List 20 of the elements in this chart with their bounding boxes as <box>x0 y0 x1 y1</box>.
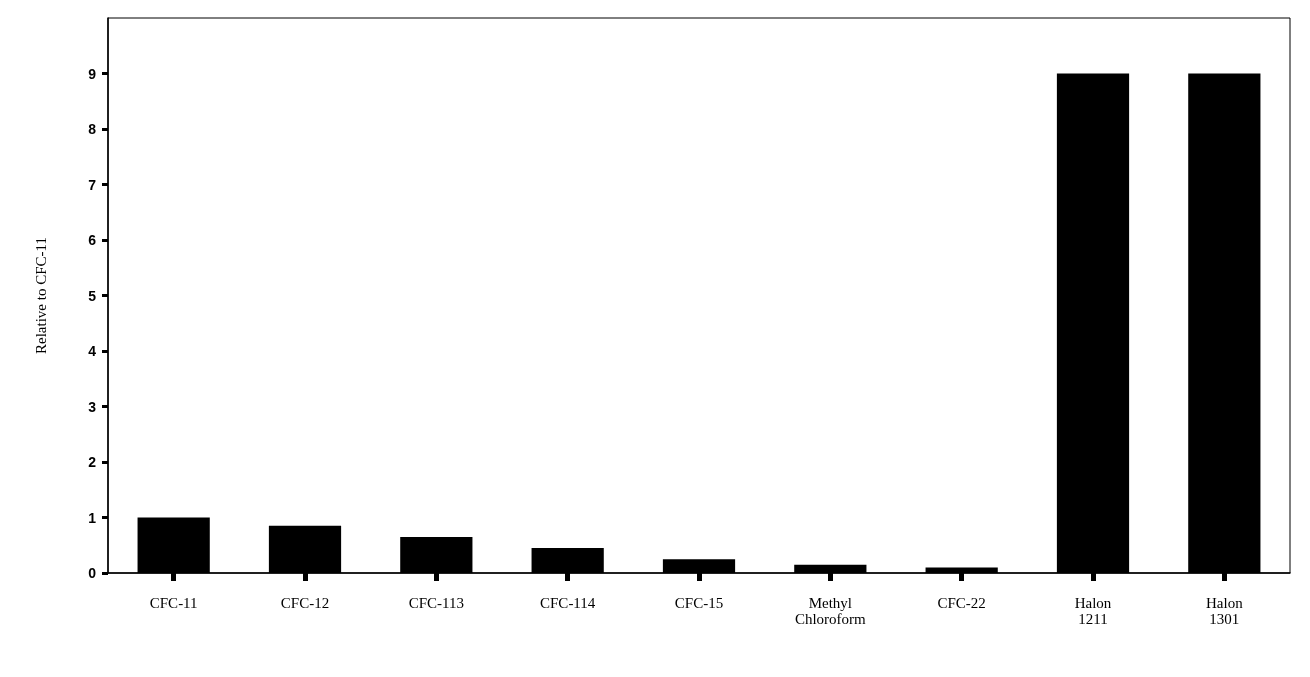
x-tick-label: Halon 1211 <box>1074 595 1112 627</box>
y-tick-label: 5 <box>88 287 97 304</box>
y-tick-label: 1 <box>88 509 97 526</box>
y-tick-label: 2 <box>88 454 97 470</box>
y-tick-label: 0 <box>88 565 97 581</box>
x-tick-label: CFC-114 <box>540 595 596 611</box>
y-tick-label: 7 <box>88 176 97 193</box>
x-tick-label: Methyl Chloroform <box>794 595 867 627</box>
x-tick-label: CFC-11 <box>149 595 198 611</box>
x-tick-label: CFC-113 <box>408 595 464 611</box>
y-tick-label: 8 <box>88 121 97 137</box>
x-tick-label: CFC-22 <box>937 595 986 611</box>
x-tick-label: CFC-15 <box>674 595 724 611</box>
y-tick-label: 3 <box>88 398 97 415</box>
x-tick-label: CFC-12 <box>280 595 330 611</box>
x-tick-label: Halon 1301 <box>1206 595 1244 627</box>
y-tick-label: 9 <box>88 65 97 82</box>
y-tick-label: 4 <box>88 343 97 359</box>
y-axis-title: Relative to CFC-11 <box>32 237 49 354</box>
y-tick-label: 6 <box>88 232 97 248</box>
